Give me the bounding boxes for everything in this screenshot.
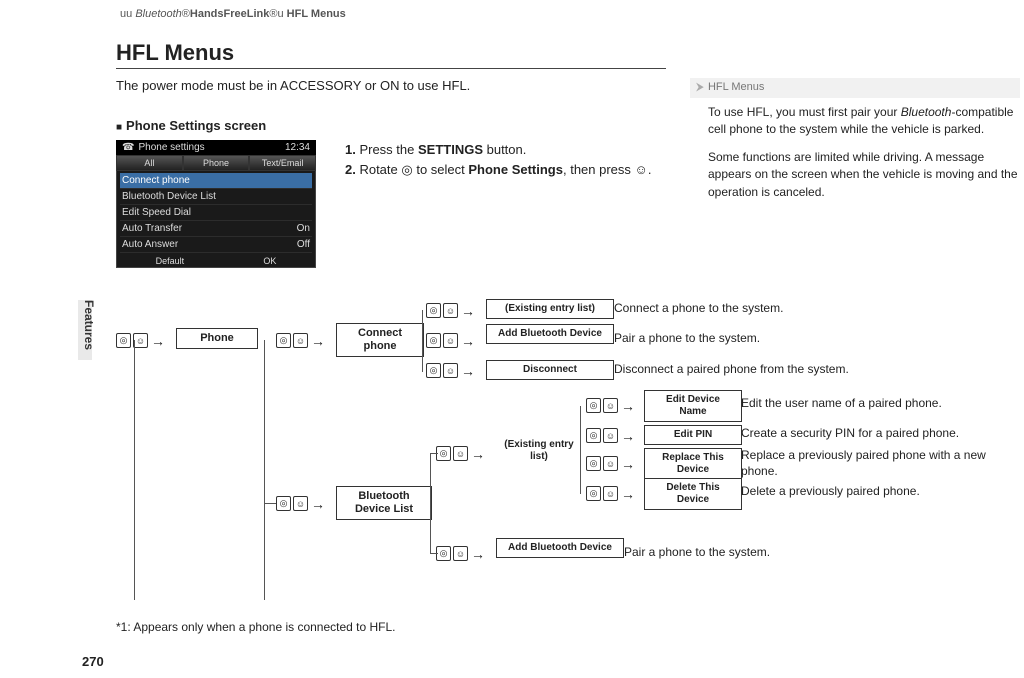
rotate-icon: ◎: [116, 333, 131, 348]
menu-tree-diagram: ◎☺→ Phone ◎☺→ Connect phone ◎☺→ (Existin…: [116, 298, 1016, 628]
rotate-icon: ◎: [426, 333, 441, 348]
press-icon: ☺: [293, 496, 308, 511]
rotate-icon: ◎: [426, 303, 441, 318]
press-icon: ☺: [293, 333, 308, 348]
arrow-right-icon: →: [461, 304, 475, 318]
arrow-right-icon: →: [311, 497, 325, 511]
press-icon: ☺: [635, 162, 648, 177]
title-rule: [116, 68, 666, 69]
breadcrumb-section: HFL Menus: [287, 8, 346, 20]
node-disconnect: Disconnect: [486, 360, 614, 380]
node-edit-pin: Edit PIN: [644, 425, 742, 445]
node-phone: Phone: [176, 328, 258, 349]
desc-edit-name: Edit the user name of a paired phone.: [741, 396, 942, 412]
intro-text: The power mode must be in ACCESSORY or O…: [116, 78, 470, 93]
desc-connect: Connect a phone to the system.: [614, 301, 783, 317]
press-icon: ☺: [133, 333, 148, 348]
node-add-bt-device-2: Add Bluetooth Device: [496, 538, 624, 558]
arrow-right-icon: →: [621, 457, 635, 471]
desc-pair-2: Pair a phone to the system.: [624, 545, 770, 561]
rotate-icon: ◎: [436, 446, 451, 461]
press-icon: ☺: [603, 456, 618, 471]
arrow-right-icon: →: [621, 487, 635, 501]
dial-icon: ◎☺→: [276, 333, 325, 348]
sidebar-note: ⮞HFL Menus To use HFL, you must first pa…: [690, 78, 1020, 211]
arrow-right-icon: →: [471, 547, 485, 561]
features-tab-label: Features: [82, 300, 96, 350]
sidebar-arrow-icon: ⮞: [696, 81, 704, 93]
breadcrumb-bt: Bluetooth: [135, 8, 181, 20]
press-icon: ☺: [603, 398, 618, 413]
press-icon: ☺: [453, 446, 468, 461]
footnote: *1: Appears only when a phone is connect…: [116, 620, 396, 634]
node-replace-device: Replace This Device: [644, 448, 742, 480]
rotate-icon: ◎: [436, 546, 451, 561]
desc-pair: Pair a phone to the system.: [614, 331, 760, 347]
node-connect-phone: Connect phone: [336, 323, 424, 357]
node-existing-entry-list-2: (Existing entry list): [496, 436, 582, 466]
arrow-right-icon: →: [151, 334, 165, 348]
breadcrumb: uu Bluetooth®HandsFreeLink®u HFL Menus: [120, 8, 346, 20]
press-icon: ☺: [443, 303, 458, 318]
subheading: ■Phone Settings screen: [116, 118, 266, 133]
page-number: 270: [82, 654, 104, 669]
square-bullet-icon: ■: [116, 122, 122, 133]
node-bt-device-list: Bluetooth Device List: [336, 486, 432, 520]
rotate-icon: ◎: [276, 496, 291, 511]
breadcrumb-prefix: uu: [120, 8, 132, 20]
arrow-right-icon: →: [461, 334, 475, 348]
arrow-right-icon: →: [461, 364, 475, 378]
node-add-bt-device: Add Bluetooth Device: [486, 324, 614, 344]
phone-settings-screenshot: ☎ Phone settings 12:34 All Phone Text/Em…: [116, 140, 316, 268]
rotate-icon: ◎: [276, 333, 291, 348]
root-dial-icon: ◎☺→: [116, 333, 165, 348]
press-icon: ☺: [453, 546, 468, 561]
arrow-right-icon: →: [471, 447, 485, 461]
page-title: HFL Menus: [116, 40, 234, 66]
node-edit-device-name: Edit Device Name: [644, 390, 742, 422]
press-icon: ☺: [603, 486, 618, 501]
node-existing-entry-list: (Existing entry list): [486, 299, 614, 319]
arrow-right-icon: →: [621, 429, 635, 443]
press-icon: ☺: [443, 333, 458, 348]
rotate-icon: ◎: [586, 398, 601, 413]
steps: 1. Press the SETTINGS button. 2. Rotate …: [345, 140, 685, 179]
rotate-icon: ◎: [586, 486, 601, 501]
press-icon: ☺: [443, 363, 458, 378]
desc-replace: Replace a previously paired phone with a…: [741, 448, 1001, 479]
rotate-icon: ◎: [426, 363, 441, 378]
rotate-icon: ◎: [586, 428, 601, 443]
rotate-icon: ◎: [586, 456, 601, 471]
breadcrumb-hfl: HandsFreeLink: [190, 8, 269, 20]
arrow-right-icon: →: [621, 399, 635, 413]
press-icon: ☺: [603, 428, 618, 443]
desc-edit-pin: Create a security PIN for a paired phone…: [741, 426, 959, 442]
desc-disconnect: Disconnect a paired phone from the syste…: [614, 362, 849, 378]
node-delete-device: Delete This Device: [644, 478, 742, 510]
phone-settings-icon: ☎: [122, 142, 134, 153]
rotate-icon: ◎: [401, 162, 412, 177]
desc-delete: Delete a previously paired phone.: [741, 484, 920, 500]
arrow-right-icon: →: [311, 334, 325, 348]
